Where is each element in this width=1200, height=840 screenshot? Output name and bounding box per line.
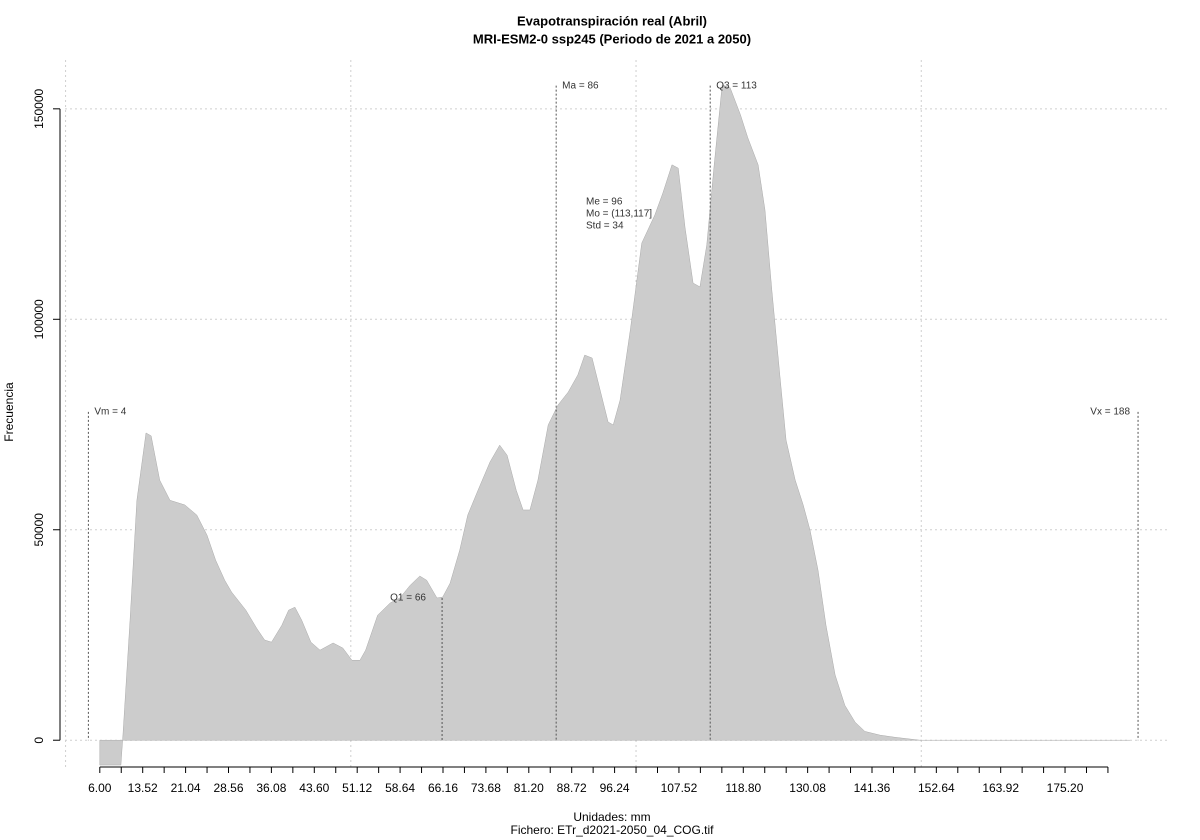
marker-label: Ma = 86 [562, 80, 599, 91]
y-tick-label: 50000 [32, 513, 46, 547]
y-axis-label: Frecuencia [2, 382, 16, 442]
x-tick-label: 58.64 [385, 781, 415, 795]
x-tick-label: 130.08 [789, 781, 826, 795]
x-axis-label: Unidades: mm [573, 810, 650, 824]
x-tick-label: 118.80 [725, 781, 761, 795]
stat-label: Mo = (113,117] [586, 209, 652, 220]
x-tick-label: 51.12 [342, 781, 372, 795]
x-tick-label: 43.60 [299, 781, 329, 795]
x-tick-label: 28.56 [213, 781, 243, 795]
y-tick-label: 150000 [32, 88, 46, 128]
chart-title: Evapotranspiración real (Abril) [517, 13, 707, 28]
x-tick-label: 36.08 [256, 781, 286, 795]
marker-label: Q3 = 113 [716, 80, 757, 91]
y-tick-label: 100000 [32, 299, 46, 339]
footer: Fichero: ETr_d2021-2050_04_COG.tif [511, 823, 715, 837]
x-tick-label: 13.52 [128, 781, 158, 795]
x-tick-label: 152.64 [918, 781, 955, 795]
y-tick-label: 0 [32, 737, 46, 744]
x-tick-label: 21.04 [171, 781, 201, 795]
x-tick-label: 163.92 [982, 781, 1019, 795]
x-tick-label: 96.24 [600, 781, 630, 795]
x-tick-label: 88.72 [557, 781, 587, 795]
density-area [99, 84, 1131, 766]
stat-label: Std = 34 [586, 221, 624, 232]
marker-label: Vx = 188 [1090, 407, 1130, 418]
x-tick-label: 6.00 [88, 781, 112, 795]
x-tick-label: 175.20 [1047, 781, 1084, 795]
marker-label: Vm = 4 [94, 407, 126, 418]
chart-subtitle: MRI-ESM2-0 ssp245 (Periodo de 2021 a 205… [473, 31, 751, 46]
marker-label: Q1 = 66 [390, 593, 426, 604]
x-tick-label: 73.68 [471, 781, 501, 795]
stat-label: Me = 96 [586, 197, 623, 208]
x-tick-label: 141.36 [854, 781, 891, 795]
x-tick-label: 66.16 [428, 781, 458, 795]
x-tick-label: 81.20 [514, 781, 544, 795]
x-tick-label: 107.52 [661, 781, 698, 795]
